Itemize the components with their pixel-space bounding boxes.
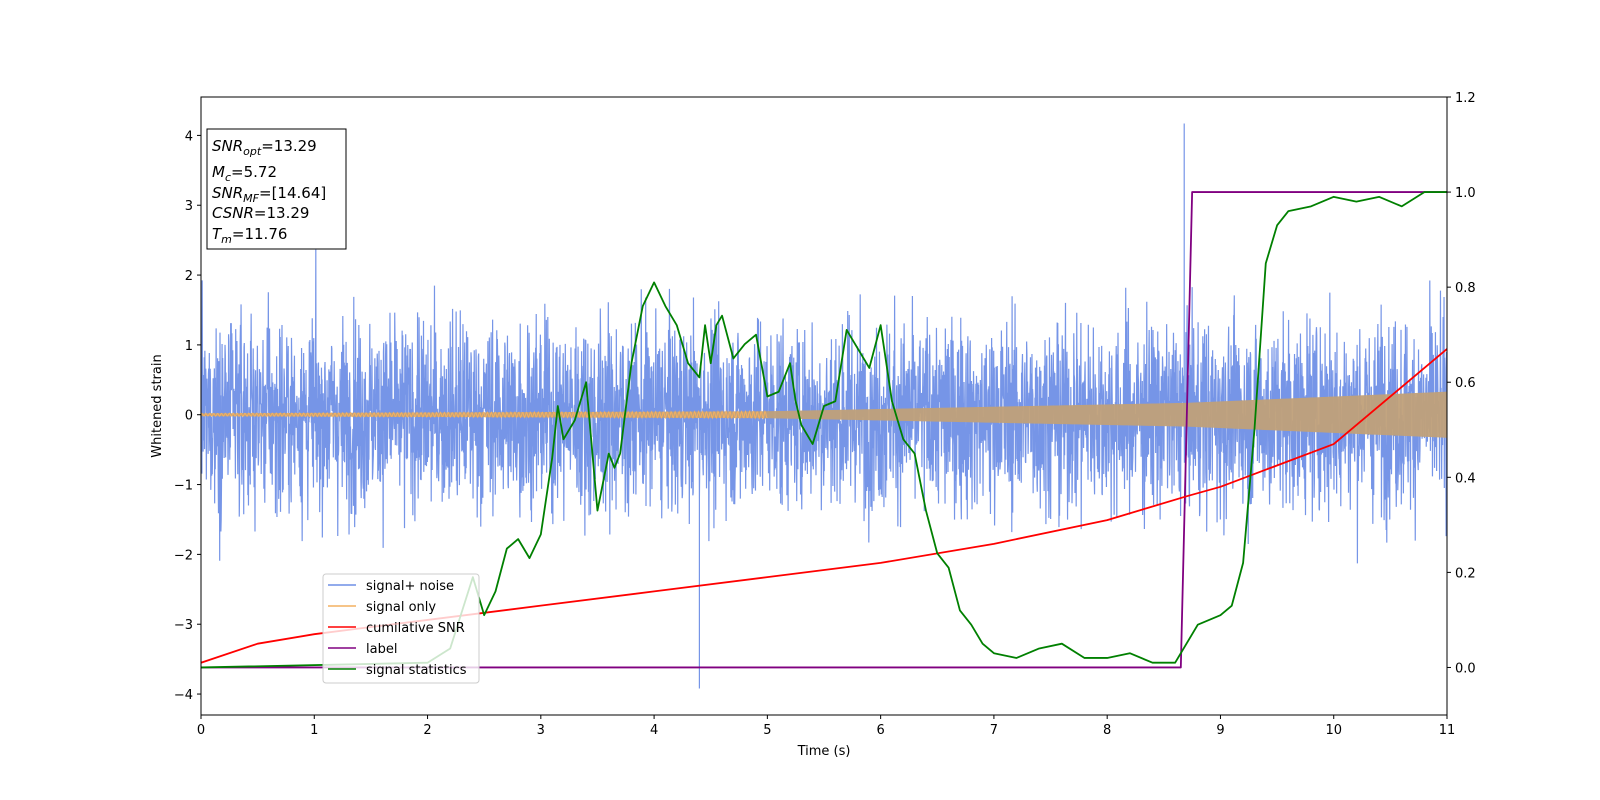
mc-text: Mc=5.72	[212, 163, 277, 184]
x-tick-label: 7	[990, 723, 998, 738]
x-tick-label: 8	[1103, 723, 1111, 738]
legend-label-label: label	[366, 642, 397, 657]
legend-label-signal-statistics: signal statistics	[366, 663, 467, 678]
legend: signal+ noise signal only cumilative SNR…	[322, 573, 480, 684]
info-box: SNRopt=13.29 Mc=5.72 SNRMF=[14.64] CSNR=…	[206, 128, 347, 250]
y2-tick-label: 1.0	[1455, 186, 1476, 201]
snr-mf-value: [14.64]	[272, 184, 327, 202]
y2-tick-label: 0.8	[1455, 281, 1476, 296]
y-tick-label: −2	[174, 548, 193, 563]
series-signal-statistics	[201, 191, 1447, 669]
y2-tick-label: 0.6	[1455, 376, 1476, 391]
y-tick-label: 4	[185, 129, 193, 144]
snr-opt-text: SNRopt=13.29	[212, 137, 317, 158]
x-tick-label: 10	[1325, 723, 1342, 738]
axes-frame	[200, 96, 1448, 716]
y2-tick-label: 1.2	[1455, 91, 1476, 106]
label-line	[201, 191, 1447, 669]
x-tick-label: 9	[1216, 723, 1224, 738]
y-axis-ticks: −4 −3 −2 −1 0 1 2 3 4	[174, 129, 201, 703]
csnr-text: CSNR=13.29	[212, 204, 309, 222]
x-axis-ticks: 0 1 2 3 4 5 6 7 8 9 10 11	[197, 715, 1455, 738]
tm-text: Tm=11.76	[212, 225, 287, 246]
snr-opt-value: 13.29	[274, 137, 317, 155]
tm-value: 11.76	[244, 225, 287, 243]
y-tick-label: 3	[185, 199, 193, 214]
x-tick-label: 2	[423, 723, 431, 738]
x-tick-label: 6	[876, 723, 884, 738]
legend-frame	[322, 573, 480, 684]
y-tick-label: 0	[185, 409, 193, 424]
signal-only-trace	[201, 409, 768, 420]
x-tick-label: 1	[310, 723, 318, 738]
x-tick-label: 5	[763, 723, 771, 738]
signal-only-band	[201, 391, 1447, 438]
snr-mf-text: SNRMF=[14.64]	[212, 184, 326, 205]
x-tick-label: 3	[537, 723, 545, 738]
legend-label-signal-only: signal only	[366, 600, 436, 615]
y2-axis-ticks: 0.0 0.2 0.4 0.6 0.8 1.0 1.2	[1447, 91, 1476, 676]
y-axis-label: Whitened strain	[150, 354, 165, 457]
legend-label-signal-noise: signal+ noise	[366, 579, 454, 594]
mc-value: 5.72	[244, 163, 277, 181]
noise-trace	[201, 123, 1447, 689]
series-signal-plus-noise	[201, 123, 1447, 689]
series-signal-only	[201, 391, 1447, 438]
y-tick-label: −1	[174, 479, 193, 494]
y-tick-label: 1	[185, 339, 193, 354]
x-tick-label: 4	[650, 723, 658, 738]
x-tick-label: 0	[197, 723, 205, 738]
info-box-frame	[206, 128, 347, 250]
legend-label-cumulative-snr: cumilative SNR	[366, 621, 465, 636]
y-tick-label: −3	[174, 618, 193, 633]
x-axis-label: Time (s)	[797, 744, 851, 759]
y2-tick-label: 0.2	[1455, 566, 1476, 581]
y2-tick-label: 0.0	[1455, 661, 1476, 676]
y2-tick-label: 0.4	[1455, 471, 1476, 486]
csnr-value: 13.29	[267, 204, 310, 222]
y-tick-label: −4	[174, 688, 193, 703]
y-tick-label: 2	[185, 269, 193, 284]
x-tick-label: 11	[1439, 723, 1456, 738]
